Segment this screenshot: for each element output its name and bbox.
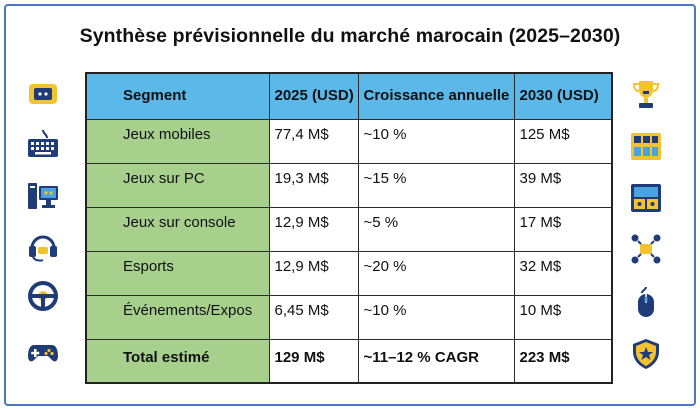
total-growth-cell: ~11–12 % CAGR	[357, 338, 515, 384]
value-2025-cell: 77,4 M$	[268, 118, 359, 164]
growth-cell: ~10 %	[357, 294, 515, 340]
table-row: Jeux sur console 12,9 M$ ~5 % 17 M$	[85, 206, 613, 252]
table-row: Jeux sur PC 19,3 M$ ~15 % 39 M$	[85, 162, 613, 208]
growth-cell: ~15 %	[357, 162, 515, 208]
table-header-row: Segment 2025 (USD) Croissance annuelle 2…	[85, 72, 613, 120]
column-header-segment: Segment	[85, 72, 270, 120]
value-2025-cell: 6,45 M$	[268, 294, 359, 340]
page-title: Synthèse prévisionnelle du marché maroca…	[79, 25, 621, 47]
column-header-growth: Croissance annuelle	[357, 72, 515, 120]
team-network-icon	[630, 233, 662, 265]
value-2030-cell: 10 M$	[513, 294, 613, 340]
value-2030-cell: 17 M$	[513, 206, 613, 252]
shield-star-icon	[630, 338, 662, 370]
table-row: Esports 12,9 M$ ~20 % 32 M$	[85, 250, 613, 296]
value-2025-cell: 19,3 M$	[268, 162, 359, 208]
segment-cell: Jeux sur PC	[85, 162, 270, 208]
forecast-table: Segment 2025 (USD) Croissance annuelle 2…	[85, 72, 613, 384]
arcade-cabinet-icon	[630, 182, 662, 214]
total-2025-cell: 129 M$	[268, 338, 359, 384]
segment-cell: Esports	[85, 250, 270, 296]
steering-wheel-icon	[27, 280, 59, 312]
segment-cell: Événements/Expos	[85, 294, 270, 340]
growth-cell: ~20 %	[357, 250, 515, 296]
value-2030-cell: 125 M$	[513, 118, 613, 164]
growth-cell: ~5 %	[357, 206, 515, 252]
segment-cell: Jeux sur console	[85, 206, 270, 252]
gamepad-icon	[27, 336, 59, 368]
table-row: Jeux mobiles 77,4 M$ ~10 % 125 M$	[85, 118, 613, 164]
arcade-buttons-icon	[630, 130, 662, 162]
value-2030-cell: 32 M$	[513, 250, 613, 296]
keyboard-icon	[27, 128, 59, 160]
headset-icon	[27, 230, 59, 262]
handheld-console-icon	[27, 78, 59, 110]
value-2030-cell: 39 M$	[513, 162, 613, 208]
total-label-cell: Total estimé	[85, 338, 270, 384]
table-row: Événements/Expos 6,45 M$ ~10 % 10 M$	[85, 294, 613, 340]
total-2030-cell: 223 M$	[513, 338, 613, 384]
column-header-2025: 2025 (USD)	[268, 72, 359, 120]
desktop-pc-icon	[27, 180, 59, 212]
value-2025-cell: 12,9 M$	[268, 250, 359, 296]
trophy-icon	[630, 78, 662, 110]
value-2025-cell: 12,9 M$	[268, 206, 359, 252]
mouse-icon	[630, 286, 662, 318]
segment-cell: Jeux mobiles	[85, 118, 270, 164]
growth-cell: ~10 %	[357, 118, 515, 164]
total-row: Total estimé 129 M$ ~11–12 % CAGR 223 M$	[85, 338, 613, 384]
column-header-2030: 2030 (USD)	[513, 72, 613, 120]
